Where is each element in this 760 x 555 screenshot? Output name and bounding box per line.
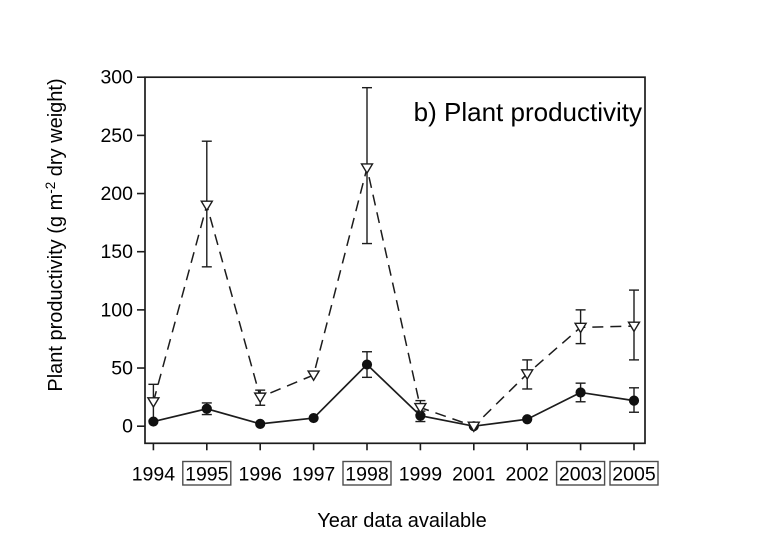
x-tick-label-1997: 1997 (292, 464, 335, 486)
circle-marker (201, 403, 212, 414)
triangle-marker (467, 421, 481, 433)
year-box-1998 (342, 460, 392, 486)
y-tick-label: 200 (100, 183, 133, 205)
x-tick-label-2003: 2003 (559, 464, 602, 486)
x-tick-label-2005: 2005 (612, 464, 656, 486)
x-tick-label-1995: 1995 (185, 464, 229, 486)
triangle-marker (360, 163, 374, 175)
triangle-marker (200, 200, 214, 212)
x-tick-label-1994: 1994 (132, 464, 176, 486)
chart-title: b) Plant productivity (414, 97, 642, 127)
circle-marker (148, 416, 159, 427)
y-tick-label: 150 (100, 241, 133, 263)
x-tick-label-1998: 1998 (345, 464, 388, 486)
x-tick-label-2002: 2002 (506, 464, 549, 486)
circle-marker (575, 387, 586, 398)
year-box-1995 (182, 460, 232, 486)
y-tick-label: 250 (100, 125, 133, 147)
y-tick-label: 100 (100, 299, 133, 321)
triangle-marker (146, 397, 161, 409)
x-tick-label-1999: 1999 (399, 464, 442, 486)
triangle-marker (627, 321, 641, 333)
y-tick-label: 0 (122, 416, 133, 438)
circle-marker (255, 418, 266, 429)
circle-marker (522, 414, 533, 425)
y-tick-label: 50 (111, 358, 133, 380)
y-tick-label: 300 (100, 67, 133, 89)
triangle-marker (306, 370, 321, 382)
triangle-marker (253, 392, 267, 404)
circle-marker (628, 395, 640, 406)
circle-marker (308, 412, 319, 424)
triangle-marker (573, 322, 588, 334)
triangle-series-line (152, 167, 635, 428)
chart-layer: 0 50 100 150 200 250 300 1994 1995 1996 1997 1998 19… (100, 67, 659, 486)
axis-frame (144, 76, 646, 445)
triangle-marker (520, 369, 534, 381)
triangle-marker (413, 402, 428, 415)
y-axis-title: Plant productivity (g m-2 dry weight) (43, 78, 67, 391)
x-axis-title: Year data available (317, 510, 486, 532)
circle-series-line (153, 363, 635, 428)
x-tick-label-2001: 2001 (452, 464, 495, 486)
year-box-2003 (555, 460, 606, 486)
x-tick-label-1996: 1996 (239, 464, 282, 486)
year-box-2005 (609, 460, 659, 486)
circle-marker (361, 359, 373, 370)
